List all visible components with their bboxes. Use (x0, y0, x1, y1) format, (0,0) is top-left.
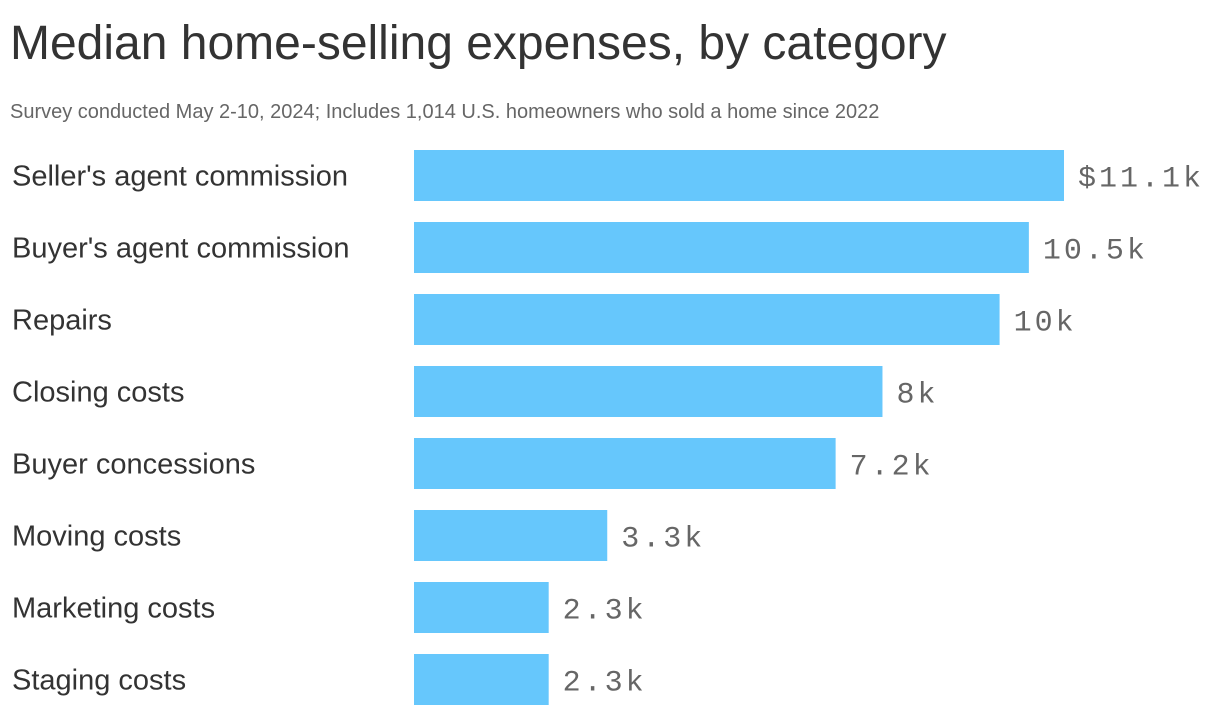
value-label-repairs: 10k (1014, 307, 1077, 341)
category-label-buyer-concessions: Buyer concessions (12, 449, 255, 481)
bar-marketing-costs (414, 582, 549, 633)
bars-group: Seller's agent commission $11.1k Buyer's a… (12, 150, 1204, 705)
bar-seller-s-agent-commission (414, 150, 1064, 201)
value-label-seller-s-agent-commission: $11.1k (1078, 163, 1204, 197)
bar-closing-costs (414, 366, 883, 417)
value-label-buyer-s-agent-commission: 10.5k (1043, 235, 1148, 269)
category-label-seller-s-agent-commission: Seller's agent commission (12, 161, 348, 193)
chart-title: Median home-selling expenses, by categor… (10, 17, 947, 70)
category-label-staging-costs: Staging costs (12, 665, 186, 697)
bar-repairs (414, 294, 1000, 345)
value-label-staging-costs: 2.3k (563, 667, 647, 701)
bar-buyer-concessions (414, 438, 836, 489)
value-label-closing-costs: 8k (896, 379, 938, 413)
chart-subtitle: Survey conducted May 2-10, 2024; Include… (10, 101, 880, 123)
category-label-moving-costs: Moving costs (12, 521, 181, 553)
category-label-repairs: Repairs (12, 305, 112, 337)
value-label-marketing-costs: 2.3k (563, 595, 647, 629)
category-label-marketing-costs: Marketing costs (12, 593, 215, 625)
value-label-buyer-concessions: 7.2k (850, 451, 934, 485)
bar-moving-costs (414, 510, 608, 561)
category-label-closing-costs: Closing costs (12, 377, 184, 409)
category-label-buyer-s-agent-commission: Buyer's agent commission (12, 233, 350, 265)
bar-staging-costs (414, 654, 549, 705)
value-label-moving-costs: 3.3k (621, 523, 705, 557)
bar-buyer-s-agent-commission (414, 222, 1029, 273)
